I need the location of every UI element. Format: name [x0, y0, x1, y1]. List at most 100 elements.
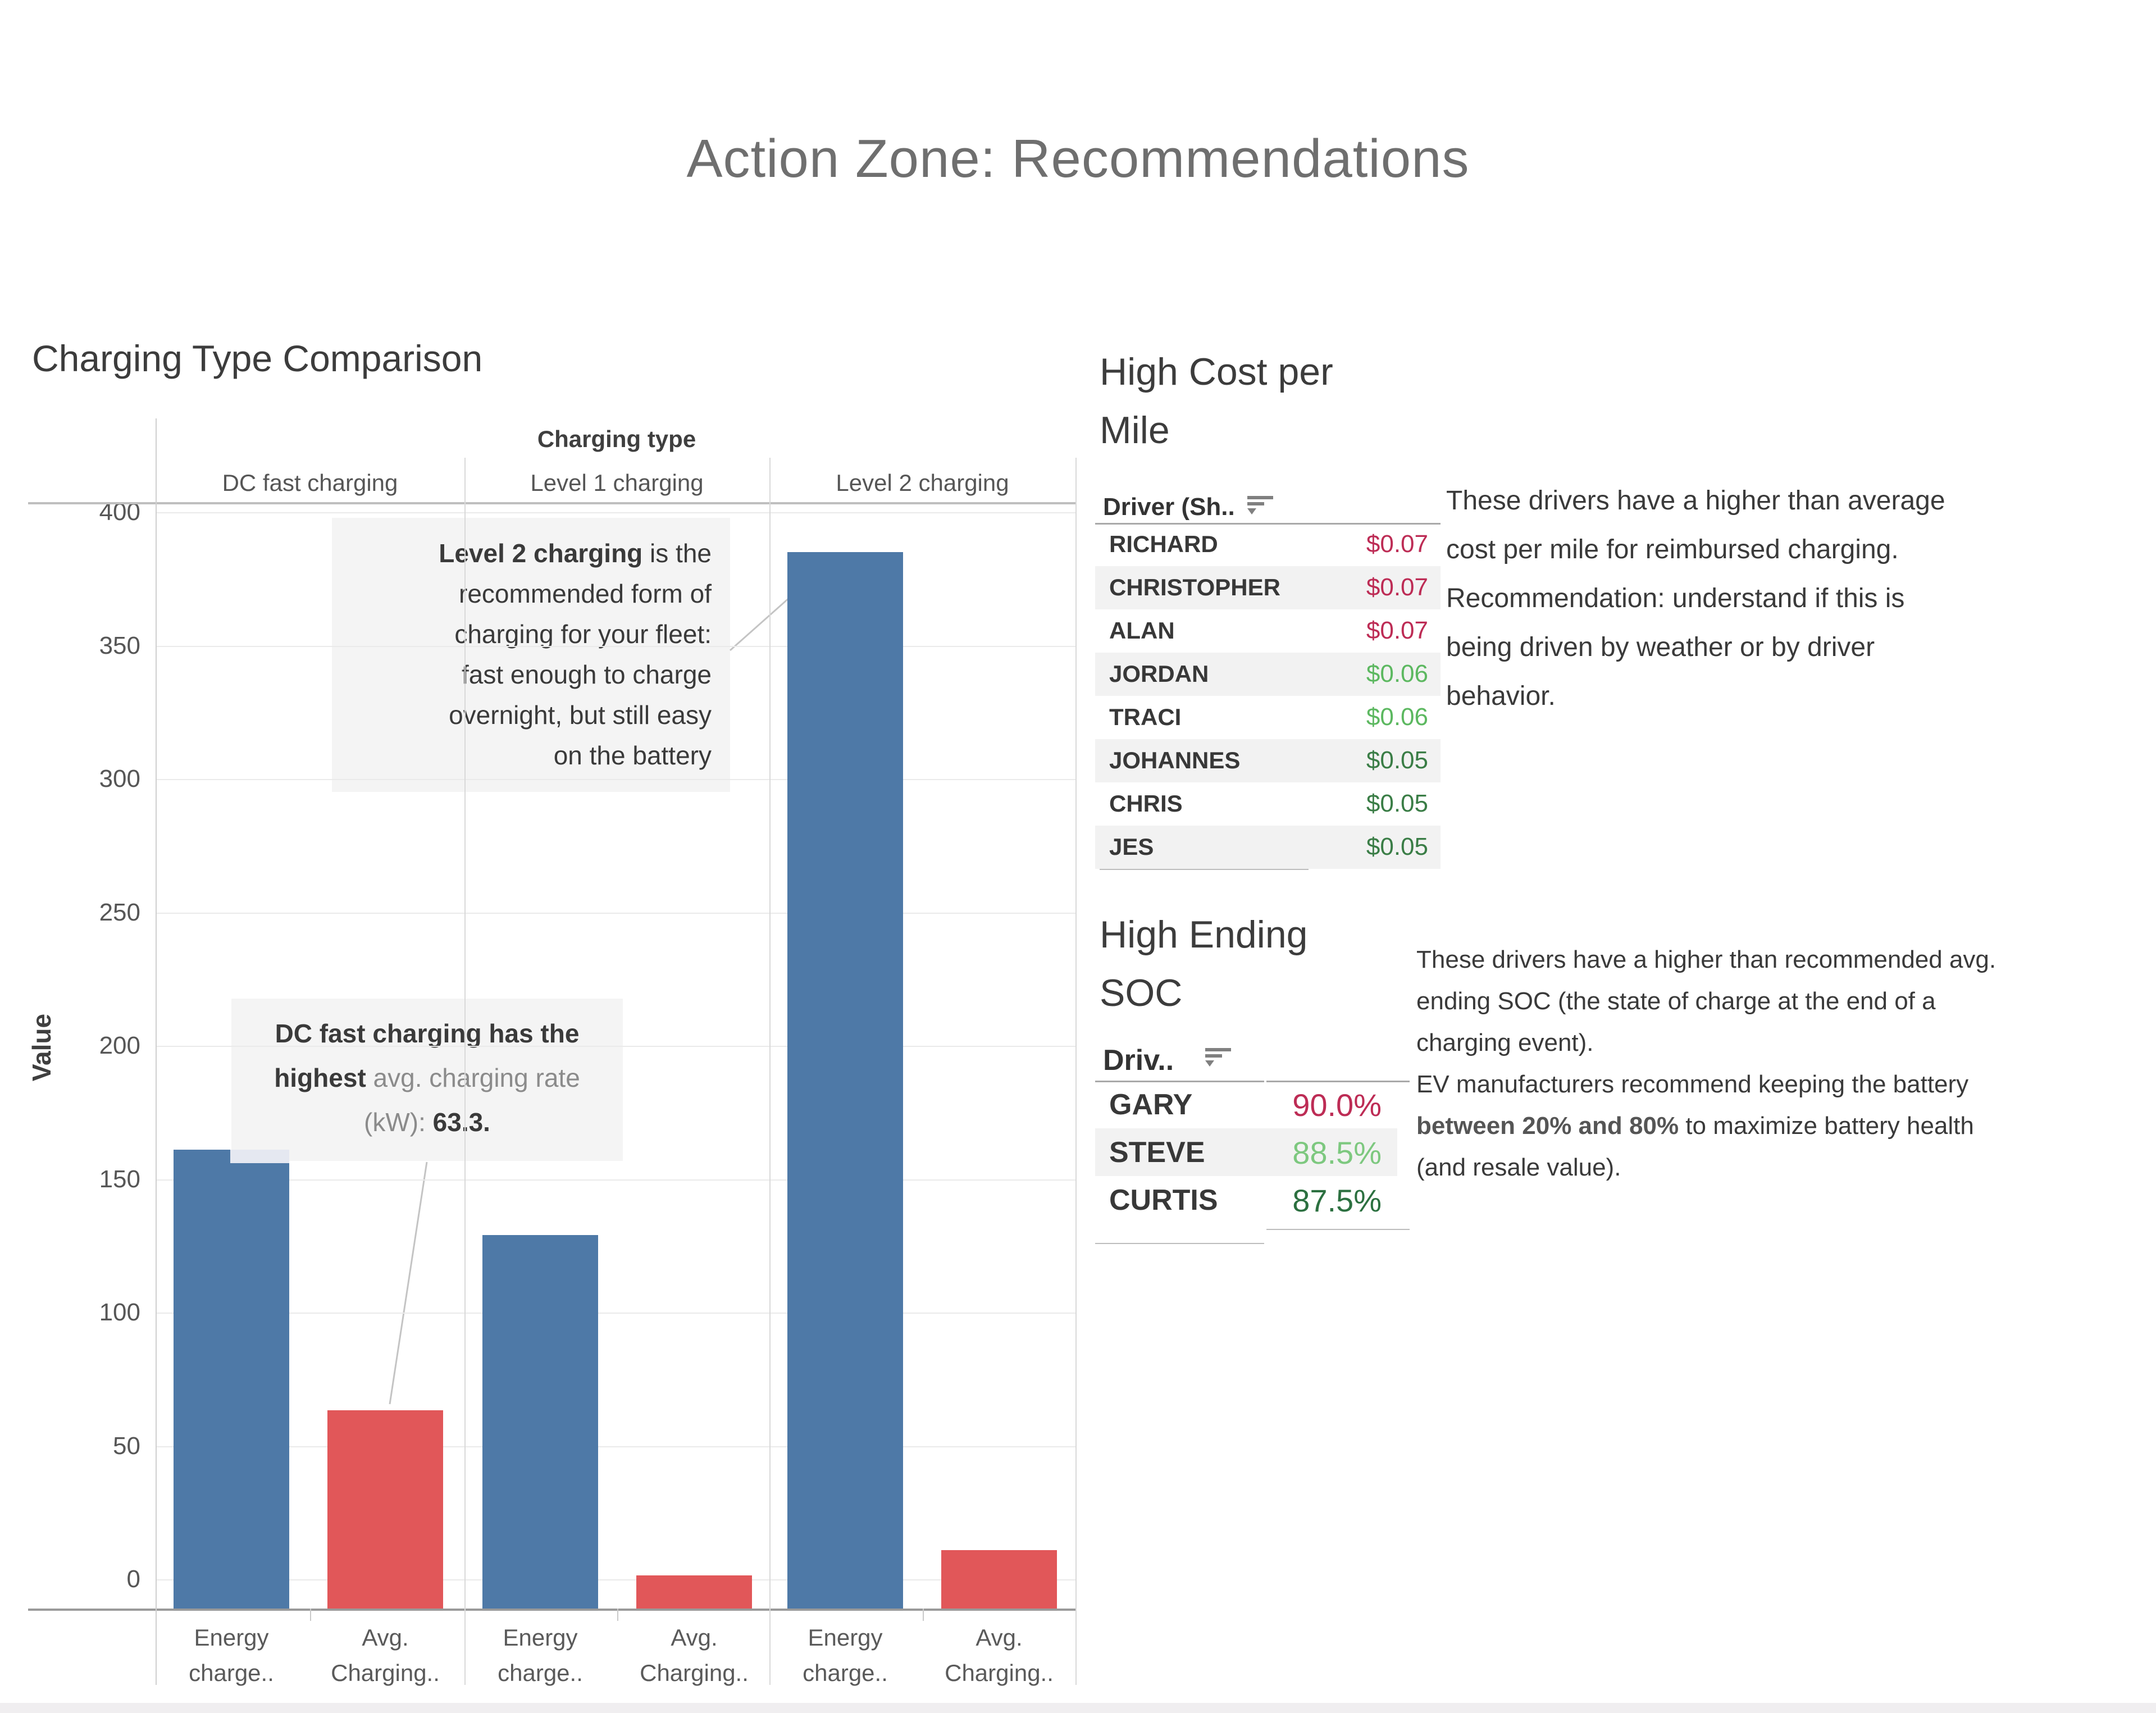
- table-row-band: [1095, 826, 1441, 869]
- text-segment: EV manufacturers recommend keeping the b…: [1416, 1070, 1969, 1098]
- x-axis-label: Avg. Charging..: [331, 1620, 440, 1691]
- x-axis-label: Energy charge..: [498, 1620, 583, 1691]
- driver-name-cell[interactable]: CHRIS: [1109, 790, 1183, 817]
- column-label: Level 1 charging: [530, 470, 704, 496]
- table-row[interactable]: TRACI $0.06: [1095, 696, 1441, 739]
- cost-value-cell[interactable]: $0.05: [1366, 790, 1428, 817]
- table-row-band: [1095, 739, 1441, 782]
- bar-energy-secondary[interactable]: [174, 1150, 230, 1609]
- column-label: DC fast charging: [222, 470, 398, 496]
- bar-avg-rate[interactable]: [327, 1410, 443, 1609]
- paragraph-line: being driven by weather or by driver: [1446, 623, 1945, 672]
- driver-name-cell[interactable]: JORDAN: [1109, 660, 1209, 687]
- x-axis-label: Energy charge..: [803, 1620, 888, 1691]
- annotation-line: highest avg. charging rate: [231, 1056, 623, 1100]
- table-row-band: [1095, 566, 1441, 609]
- driver-name-cell[interactable]: CHRISTOPHER: [1109, 574, 1280, 600]
- column-divider: [769, 458, 771, 1685]
- x-axis-label-line1: Energy: [808, 1624, 883, 1651]
- page-title: Action Zone: Recommendations: [686, 129, 1470, 189]
- x-axis-tick: [310, 1609, 311, 1621]
- column-divider: [464, 458, 466, 1685]
- table-row[interactable]: CHRIS $0.05: [1095, 782, 1441, 826]
- bar-avg-rate[interactable]: [636, 1575, 752, 1609]
- y-gridline: [156, 1579, 1075, 1580]
- soc-heading-line2: SOC: [1100, 972, 1183, 1014]
- text-segment: DC fast charging has the: [275, 1019, 580, 1048]
- x-axis-label-line1: Avg.: [362, 1624, 409, 1651]
- annotation-line: Level 2 charging is the: [332, 533, 730, 573]
- annotation-line: (kW): 63.3.: [231, 1100, 623, 1145]
- driver-name-cell[interactable]: RICHARD: [1109, 531, 1218, 557]
- paragraph-line: charging event).: [1416, 1022, 1996, 1064]
- x-axis-label-line1: Avg.: [671, 1624, 718, 1651]
- table-row[interactable]: JOHANNES $0.05: [1095, 739, 1441, 782]
- table-row[interactable]: GARY 90.0%: [1095, 1081, 1410, 1128]
- table-row[interactable]: STEVE 88.5%: [1095, 1128, 1410, 1176]
- y-tick-label: 350: [99, 631, 140, 659]
- soc-header-separator-values: [1266, 1081, 1410, 1082]
- x-axis-label-line2: charge..: [803, 1660, 888, 1686]
- table-row[interactable]: RICHARD $0.07: [1095, 523, 1441, 566]
- soc-value-cell[interactable]: 88.5%: [1292, 1135, 1382, 1170]
- bar-energy[interactable]: [482, 1235, 598, 1609]
- sort-descending-icon[interactable]: [1247, 496, 1273, 514]
- driver-name-cell[interactable]: TRACI: [1109, 704, 1182, 730]
- cost-value-cell[interactable]: $0.07: [1366, 573, 1428, 601]
- driver-name-cell[interactable]: JES: [1109, 833, 1154, 860]
- text-segment: (kW):: [364, 1108, 433, 1137]
- table-row[interactable]: CURTIS 87.5%: [1095, 1176, 1410, 1224]
- cost-value-cell[interactable]: $0.06: [1366, 703, 1428, 731]
- cost-value-cell[interactable]: $0.05: [1366, 833, 1428, 860]
- y-tick-label: 300: [99, 765, 140, 792]
- paragraph-line: (and resale value).: [1416, 1147, 1996, 1188]
- soc-value-cell[interactable]: 90.0%: [1292, 1087, 1382, 1123]
- cost-value-cell[interactable]: $0.07: [1366, 617, 1428, 644]
- annotation-line: on the battery: [332, 735, 730, 776]
- text-segment: avg. charging rate: [373, 1063, 580, 1092]
- y-tick-label: 150: [99, 1165, 140, 1193]
- y-gridline: [156, 512, 1075, 513]
- bar-avg-rate[interactable]: [941, 1550, 1057, 1609]
- annotation-line: recommended form of: [332, 573, 730, 614]
- driver-name-cell[interactable]: ALAN: [1109, 617, 1175, 644]
- y-tick-label: 200: [99, 1032, 140, 1059]
- annotation-level2: Level 2 charging is the recommended form …: [332, 518, 730, 792]
- driver-name-cell[interactable]: CURTIS: [1109, 1184, 1218, 1217]
- bar-energy-reference-band: [230, 1150, 289, 1163]
- table-row[interactable]: JORDAN $0.06: [1095, 653, 1441, 696]
- text-segment: between 20% and 80%: [1416, 1112, 1679, 1140]
- driver-name-cell[interactable]: JOHANNES: [1109, 747, 1241, 773]
- driver-name-cell[interactable]: STEVE: [1109, 1136, 1205, 1169]
- x-axis-label-line2: Charging..: [945, 1660, 1054, 1686]
- text-segment: ending SOC (the state of charge at the e…: [1416, 987, 1936, 1015]
- table-row-band: [1095, 1128, 1397, 1176]
- paragraph-line: Recommendation: understand if this is: [1446, 574, 1945, 623]
- cost-heading-line1: High Cost per: [1100, 350, 1333, 393]
- cost-section-heading: High Cost per Mile: [1100, 343, 1333, 459]
- table-row[interactable]: ALAN $0.07: [1095, 609, 1441, 653]
- x-axis-label-line1: Avg.: [976, 1624, 1023, 1651]
- cost-value-cell[interactable]: $0.06: [1366, 660, 1428, 687]
- paragraph-line: EV manufacturers recommend keeping the b…: [1416, 1064, 1996, 1105]
- soc-value-cell[interactable]: 87.5%: [1292, 1183, 1382, 1218]
- sort-descending-icon[interactable]: [1205, 1048, 1231, 1067]
- text-segment: fast enough to charge: [462, 660, 712, 689]
- cost-value-cell[interactable]: $0.05: [1366, 746, 1428, 774]
- text-segment: These drivers have a higher than average: [1446, 486, 1945, 516]
- x-axis-label-line2: Charging..: [331, 1660, 440, 1686]
- paragraph-line: ending SOC (the state of charge at the e…: [1416, 981, 1996, 1022]
- table-row[interactable]: CHRISTOPHER $0.07: [1095, 566, 1441, 609]
- text-segment: is the: [642, 539, 712, 568]
- driver-name-cell[interactable]: GARY: [1109, 1088, 1193, 1121]
- table-row[interactable]: JES $0.05: [1095, 826, 1441, 869]
- chart-pane-right-border: [1075, 458, 1077, 1685]
- soc-table-bottom-border-names: [1095, 1243, 1264, 1244]
- cost-table-header-separator: [1095, 523, 1441, 525]
- bar-energy[interactable]: [787, 552, 903, 1609]
- paragraph-line: cost per mile for reimbursed charging.: [1446, 525, 1945, 574]
- x-axis-label: Avg. Charging..: [640, 1620, 749, 1691]
- text-segment: Recommendation: understand if this is: [1446, 584, 1905, 613]
- cost-value-cell[interactable]: $0.07: [1366, 530, 1428, 558]
- cost-heading-line2: Mile: [1100, 409, 1170, 452]
